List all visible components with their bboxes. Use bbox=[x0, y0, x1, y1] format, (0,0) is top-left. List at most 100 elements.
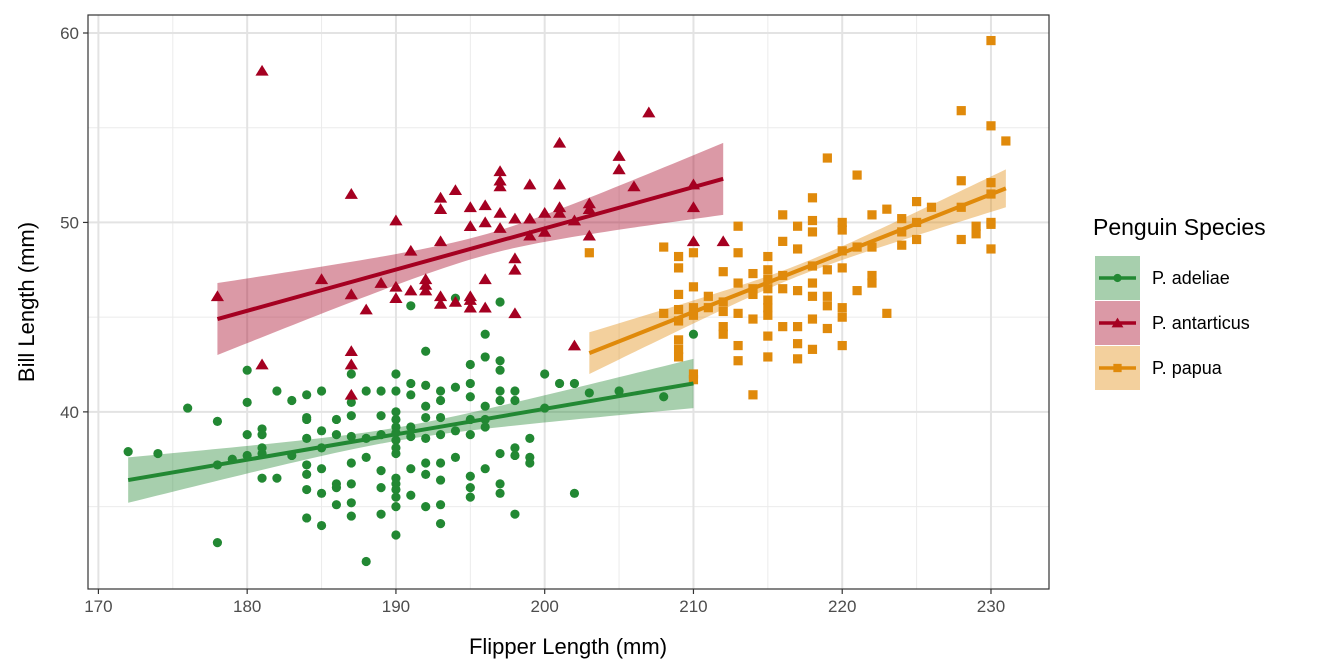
point-p-papua bbox=[807, 215, 818, 226]
y-tick-label: 60 bbox=[60, 24, 79, 43]
point-p-antarticus bbox=[433, 235, 448, 247]
point-p-antarticus bbox=[404, 244, 418, 256]
point-p-papua bbox=[673, 316, 684, 326]
point-p-papua bbox=[763, 310, 773, 320]
point-p-papua bbox=[748, 390, 758, 400]
point-p-papua bbox=[867, 270, 877, 281]
x-tick-label: 210 bbox=[679, 597, 707, 616]
point-p-adeliae bbox=[316, 488, 327, 498]
point-p-antarticus bbox=[433, 203, 448, 214]
point-p-adeliae bbox=[435, 386, 446, 396]
point-p-adeliae bbox=[346, 431, 356, 442]
point-p-papua bbox=[867, 242, 877, 252]
point-p-adeliae bbox=[495, 297, 505, 307]
panel-border bbox=[87, 14, 1050, 590]
point-p-adeliae bbox=[391, 407, 401, 417]
point-p-papua bbox=[733, 248, 743, 258]
point-p-papua bbox=[837, 225, 847, 235]
point-p-papua bbox=[748, 268, 758, 279]
point-p-antarticus bbox=[344, 188, 358, 199]
point-p-antarticus bbox=[716, 235, 730, 247]
point-p-adeliae bbox=[614, 386, 624, 396]
fit-line-p-adeliae bbox=[127, 381, 694, 483]
point-p-papua bbox=[986, 219, 996, 229]
point-p-papua bbox=[986, 121, 996, 131]
point-p-adeliae bbox=[346, 458, 356, 468]
point-p-papua bbox=[763, 265, 773, 275]
point-p-papua bbox=[703, 291, 713, 301]
point-p-adeliae bbox=[257, 430, 267, 440]
point-p-papua bbox=[733, 278, 743, 288]
point-p-papua bbox=[733, 340, 743, 351]
point-p-adeliae bbox=[391, 435, 401, 445]
point-p-antarticus bbox=[389, 280, 403, 292]
point-p-adeliae bbox=[421, 401, 431, 411]
point-p-adeliae bbox=[391, 501, 401, 512]
point-p-papua bbox=[837, 303, 847, 313]
point-p-papua bbox=[792, 221, 803, 231]
point-p-adeliae bbox=[480, 422, 490, 432]
point-p-adeliae bbox=[361, 452, 371, 462]
point-p-papua bbox=[807, 193, 818, 203]
legend-item-p-antarticus: P. antarticus bbox=[1095, 301, 1250, 345]
point-p-papua bbox=[673, 251, 684, 262]
point-p-papua bbox=[688, 282, 699, 292]
point-p-papua bbox=[897, 227, 907, 237]
point-p-papua bbox=[778, 236, 788, 246]
point-p-adeliae bbox=[376, 411, 386, 421]
point-p-adeliae bbox=[465, 483, 475, 493]
point-p-adeliae bbox=[406, 422, 416, 432]
point-p-antarticus bbox=[255, 358, 269, 370]
point-p-adeliae bbox=[406, 464, 416, 474]
y-tick-label: 50 bbox=[60, 213, 79, 232]
point-p-antarticus bbox=[463, 220, 477, 232]
point-p-antarticus bbox=[314, 273, 329, 285]
point-p-papua bbox=[584, 248, 594, 258]
point-p-adeliae bbox=[391, 530, 401, 540]
point-p-adeliae bbox=[346, 369, 356, 379]
point-p-antarticus bbox=[210, 290, 225, 302]
point-p-adeliae bbox=[421, 380, 431, 390]
point-p-adeliae bbox=[391, 484, 401, 495]
point-p-antarticus bbox=[448, 184, 463, 196]
point-p-papua bbox=[778, 210, 788, 220]
point-p-adeliae bbox=[302, 484, 312, 495]
point-p-adeliae bbox=[406, 431, 416, 442]
point-p-adeliae bbox=[495, 488, 505, 498]
point-p-adeliae bbox=[495, 448, 505, 459]
point-p-antarticus bbox=[493, 165, 507, 177]
point-p-adeliae bbox=[480, 352, 490, 362]
point-p-adeliae bbox=[554, 378, 565, 389]
point-p-adeliae bbox=[495, 395, 505, 406]
point-p-adeliae bbox=[376, 386, 386, 396]
point-p-antarticus bbox=[508, 212, 522, 224]
point-p-antarticus bbox=[552, 201, 567, 213]
point-p-papua bbox=[778, 322, 788, 332]
point-p-antarticus bbox=[523, 229, 537, 241]
point-p-adeliae bbox=[346, 511, 356, 521]
point-p-adeliae bbox=[495, 365, 505, 375]
point-p-antarticus bbox=[552, 178, 567, 190]
point-p-adeliae bbox=[242, 365, 252, 375]
point-p-antarticus bbox=[344, 345, 358, 357]
point-p-adeliae bbox=[510, 386, 520, 396]
point-p-adeliae bbox=[346, 411, 356, 421]
legend-title: Penguin Species bbox=[1093, 214, 1266, 240]
point-p-papua bbox=[792, 286, 803, 296]
point-p-adeliae bbox=[435, 412, 446, 423]
point-p-antarticus bbox=[255, 64, 269, 76]
fit-lines bbox=[127, 176, 1007, 483]
point-p-antarticus bbox=[344, 288, 358, 300]
point-p-adeliae bbox=[569, 378, 580, 389]
point-p-adeliae bbox=[183, 403, 193, 413]
point-p-antarticus bbox=[419, 278, 433, 290]
point-p-papua bbox=[882, 308, 892, 318]
point-p-antarticus bbox=[463, 301, 477, 313]
point-p-papua bbox=[718, 329, 728, 339]
point-p-adeliae bbox=[495, 479, 505, 489]
point-p-adeliae bbox=[435, 430, 446, 440]
point-p-adeliae bbox=[421, 433, 431, 443]
point-p-papua bbox=[926, 202, 937, 212]
point-p-adeliae bbox=[391, 492, 401, 502]
x-tick-label: 180 bbox=[233, 597, 261, 616]
